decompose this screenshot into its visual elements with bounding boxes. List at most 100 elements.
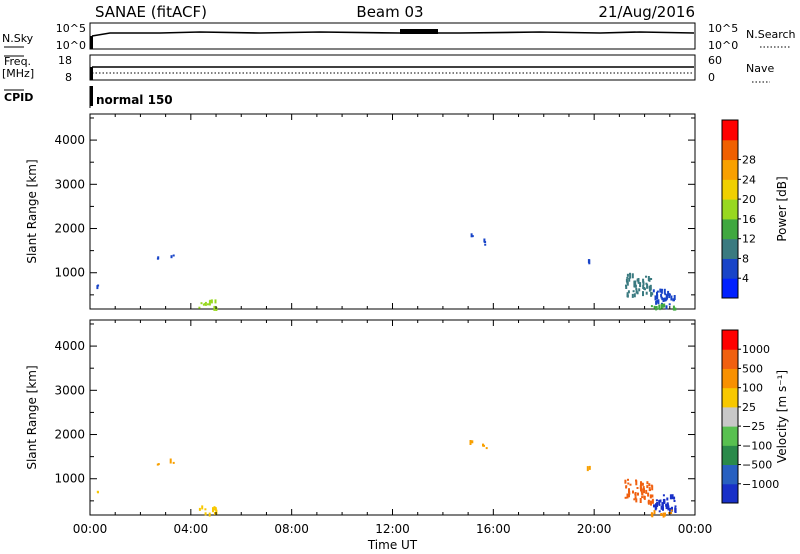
echo-pixel [587, 259, 590, 264]
echo-pixel [626, 276, 629, 279]
echo-pixel [637, 281, 640, 284]
echo-pixel [641, 493, 644, 496]
echo-pixel [655, 296, 658, 299]
echo-pixel [625, 286, 628, 289]
echo-pixel [469, 440, 472, 445]
echo-pixel [670, 509, 673, 512]
colorbar: 1000 500 100 25 −25 −100 −500 −1000 Velocity [m … [721, 329, 789, 504]
y-tick-label: 1000 [54, 472, 85, 486]
echo-pixel [657, 301, 660, 305]
echo-pixel [655, 503, 657, 507]
colorbar-tick-label: 100 [742, 382, 763, 395]
echo-pixel [204, 508, 207, 511]
echo-pixel [639, 498, 642, 503]
echo-pixel [647, 492, 650, 497]
echo-pixel [653, 305, 656, 309]
echo-pixel [663, 288, 666, 294]
y-tick-label: 4000 [54, 133, 85, 147]
colorbar-tick-label: −100 [742, 439, 772, 452]
freq-label: Freq. [4, 55, 31, 68]
echo-pixel [626, 493, 629, 499]
echo-pixel [645, 275, 647, 278]
echo-pixel [651, 494, 654, 498]
echo-pixel [646, 485, 649, 489]
echo-pixel [660, 293, 663, 297]
nsky-tick-top: 10^5 [56, 22, 86, 35]
echo-pixel [669, 494, 672, 500]
freq-unit: [MHz] [2, 67, 34, 80]
echo-pixel [667, 505, 670, 511]
colorbar-tick-label: 4 [742, 272, 749, 285]
echo-pixel [588, 465, 591, 470]
echo-pixel [485, 447, 488, 450]
echo-pixel [207, 303, 209, 306]
echo-pixel [650, 500, 652, 506]
echo-pixel [649, 284, 652, 290]
colorbar-tick-label: −25 [742, 420, 765, 433]
echo-pixel [656, 291, 658, 296]
echo-pixel [625, 278, 628, 282]
colorbar: 4 8 12 16 20 24 28 Power [dB] [721, 119, 789, 299]
colorbar-segment [722, 349, 738, 369]
cpid-value: normal 150 [96, 93, 173, 107]
echo-pixel [662, 506, 664, 511]
echo-pixel [626, 292, 629, 296]
nave-tick-bottom: 0 [708, 71, 715, 84]
echo-pixel [671, 506, 673, 512]
echo-pixel [635, 480, 638, 486]
echo-pixel [653, 504, 655, 508]
echo-pixel [634, 492, 637, 496]
echo-pixel [640, 481, 642, 487]
echo-pixel [657, 299, 660, 303]
echo-pixel [670, 512, 673, 514]
echo-pixel [664, 293, 667, 296]
echo-pixel [655, 300, 658, 305]
panel-frame [89, 113, 696, 310]
beam-title: Beam 03 [356, 3, 423, 21]
echo-pixel [202, 303, 205, 306]
echo-pixel [652, 289, 655, 293]
echo-pixel [642, 281, 645, 286]
echo-pixel [674, 505, 677, 508]
echo-pixel [658, 304, 661, 310]
echo-pixel [648, 288, 651, 292]
echo-pixel [212, 507, 215, 511]
colorbar-segment [722, 330, 738, 350]
echo-pixel [635, 479, 637, 482]
colorbar-segment [722, 278, 738, 299]
echo-pixel [626, 294, 629, 298]
echo-pixel [642, 278, 645, 283]
echo-pixel [633, 498, 636, 501]
echo-pixel [656, 290, 659, 293]
echo-pixel [156, 257, 159, 260]
echo-pixel [634, 496, 637, 500]
nsky-label: N.Sky [2, 32, 34, 45]
echo-pixel [633, 282, 636, 288]
echo-pixel [662, 512, 665, 518]
y-tick-label: 3000 [54, 383, 85, 397]
echo-pixel [645, 489, 648, 494]
colorbar-segment [722, 179, 738, 200]
echo-pixel [658, 499, 661, 505]
nsky-tick-bottom: 10^0 [56, 39, 86, 52]
echo-pixel [646, 481, 649, 485]
echo-pixel [648, 483, 651, 487]
echo-pixel [662, 499, 665, 504]
echo-pixel [655, 306, 658, 311]
echo-pixel [655, 506, 658, 510]
echo-pixel [668, 511, 671, 514]
echo-pixel [645, 282, 648, 285]
colorbar-tick-label: −500 [742, 459, 772, 472]
x-tick-label: 04:00 [174, 522, 209, 536]
echo-pixel [674, 508, 677, 513]
echo-pixel [633, 293, 636, 298]
echo-pixel [650, 291, 653, 297]
echo-pixel [663, 303, 666, 308]
echo-pixel [655, 499, 658, 502]
echo-pixel [483, 238, 486, 243]
colorbar-tick-label: −1000 [742, 478, 779, 491]
echo-pixel [662, 303, 664, 308]
nsearch-label: N.Search [746, 28, 796, 41]
echo-pixel [656, 502, 659, 507]
echo-pixel [628, 277, 631, 282]
